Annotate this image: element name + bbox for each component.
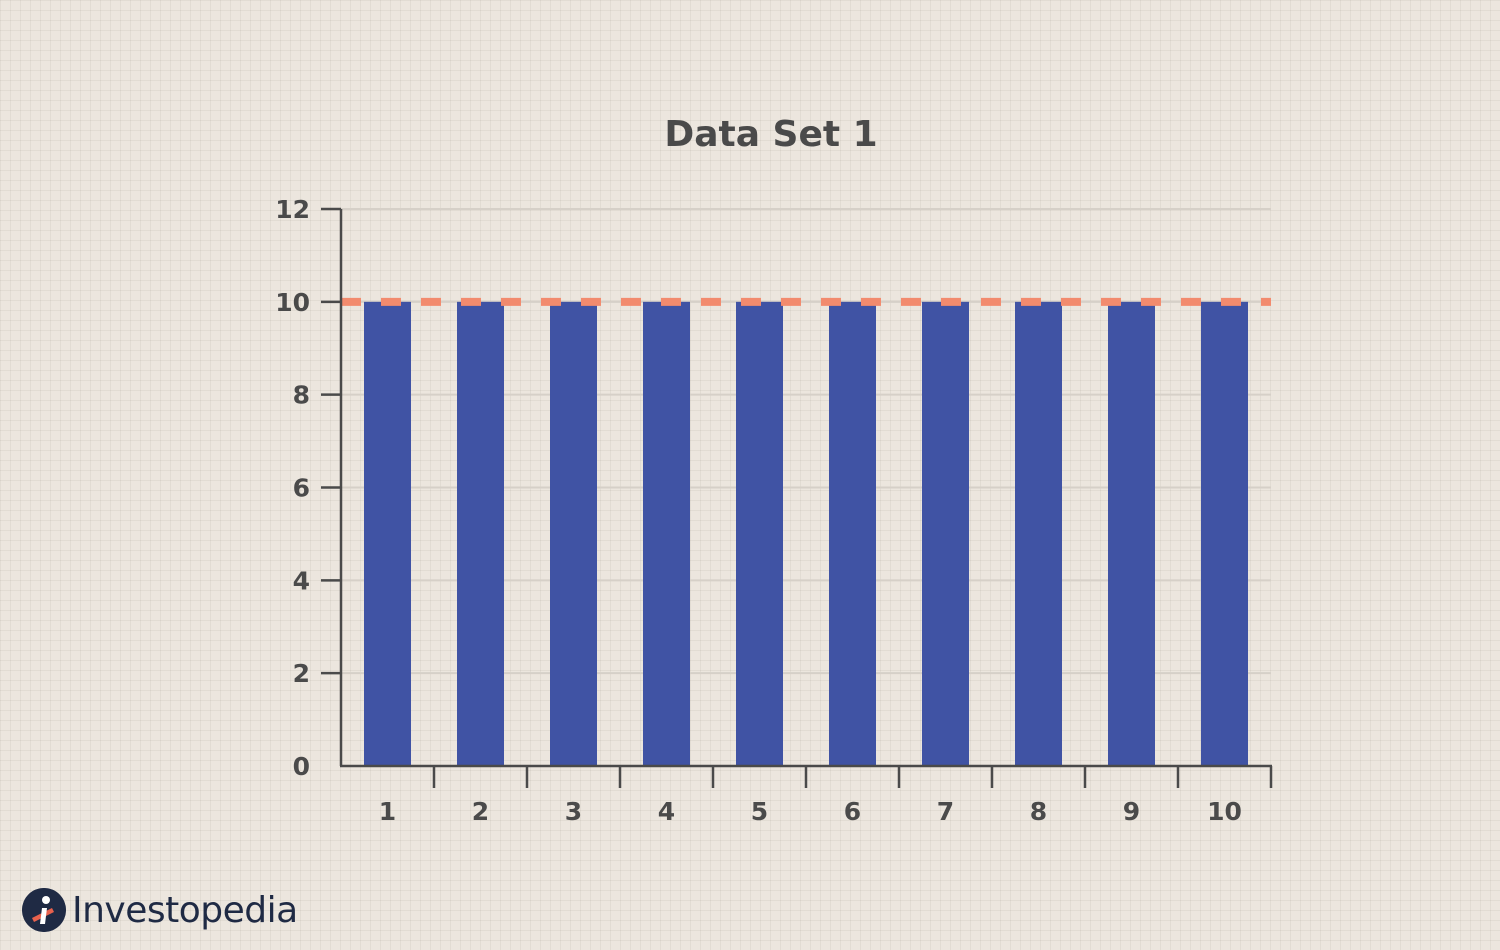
y-tick-label: 2	[293, 659, 310, 688]
bar	[922, 301, 969, 766]
bar	[1015, 301, 1062, 766]
bar	[643, 301, 690, 766]
y-ticks: 0 2 4 6 8 10 12	[275, 195, 341, 781]
x-tick-label: 9	[1123, 797, 1140, 826]
bars	[364, 301, 1248, 766]
x-tick-label: 1	[379, 797, 396, 826]
x-tick-label: 2	[472, 797, 489, 826]
y-tick-label: 12	[275, 195, 310, 224]
y-tick-label: 4	[293, 566, 310, 595]
bar	[1108, 301, 1155, 766]
x-ticks: 1 2 3 4 5 6 7 8 9 10	[379, 766, 1273, 826]
chart-title: Data Set 1	[664, 114, 877, 155]
y-tick-label: 6	[293, 474, 310, 503]
x-tick-label: 8	[1030, 797, 1047, 826]
y-tick-label: 8	[293, 381, 310, 410]
bar	[829, 301, 876, 766]
x-tick-label: 6	[844, 797, 861, 826]
bar	[457, 301, 504, 766]
x-tick-label: 7	[937, 797, 954, 826]
bar	[550, 301, 597, 766]
brand-logo: Investopedia	[22, 885, 298, 935]
x-tick-label: 10	[1207, 797, 1242, 826]
x-tick-label: 5	[751, 797, 768, 826]
y-tick-label: 10	[275, 288, 310, 317]
x-tick-label: 3	[565, 797, 582, 826]
investopedia-logo-icon	[22, 888, 66, 932]
bar	[364, 301, 411, 766]
brand-name: Investopedia	[72, 889, 298, 931]
bar	[736, 301, 783, 766]
y-tick-label: 0	[293, 752, 310, 781]
bar	[1201, 301, 1248, 766]
x-tick-label: 4	[658, 797, 675, 826]
